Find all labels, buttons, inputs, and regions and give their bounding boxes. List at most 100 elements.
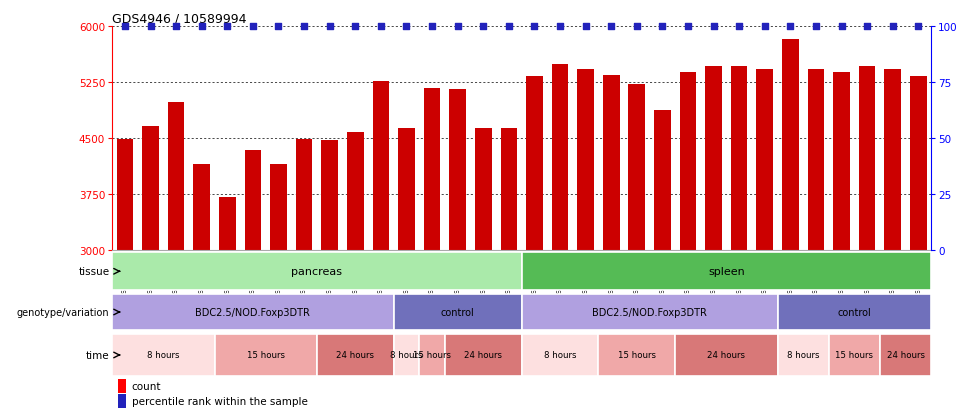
Point [859,24,875,30]
Text: BDC2.5/NOD.Foxp3DTR: BDC2.5/NOD.Foxp3DTR [195,307,310,317]
Bar [449,90,466,251]
Text: percentile rank within the sample: percentile rank within the sample [132,396,308,406]
Bar [778,294,931,330]
Point [117,24,133,30]
Bar [552,65,568,251]
Bar [522,294,778,330]
Bar [219,197,236,251]
Point [449,24,465,30]
Text: 24 hours: 24 hours [886,351,924,360]
Text: time: time [86,350,109,360]
Bar [859,66,876,251]
Point [681,24,696,30]
Point [271,24,287,30]
Point [578,24,594,30]
Point [757,24,772,30]
Text: tissue: tissue [78,267,109,277]
Text: GDS4946 / 10589994: GDS4946 / 10589994 [112,13,247,26]
Text: count: count [132,381,161,391]
Point [808,24,824,30]
Text: 8 hours: 8 hours [787,351,819,360]
Bar [879,334,931,376]
Bar [577,69,594,251]
Point [501,24,517,30]
Bar [522,252,931,291]
Text: pancreas: pancreas [292,267,342,277]
Point [219,24,235,30]
Bar [295,140,312,251]
Point [911,24,926,30]
Bar [782,40,799,251]
Text: BDC2.5/NOD.Foxp3DTR: BDC2.5/NOD.Foxp3DTR [592,307,707,317]
Bar [731,66,748,251]
Bar [654,111,671,251]
Point [347,24,363,30]
Text: 8 hours: 8 hours [147,351,179,360]
Bar [526,77,543,251]
Text: 15 hours: 15 hours [618,351,656,360]
Point [296,24,312,30]
Bar [270,164,287,251]
Bar [680,73,696,251]
Text: 15 hours: 15 hours [247,351,285,360]
Text: 8 hours: 8 hours [544,351,576,360]
Bar [394,294,522,330]
Bar [112,252,522,291]
Point [169,24,184,30]
Bar [603,76,619,251]
Bar [118,379,126,393]
Bar [834,72,850,251]
Text: 15 hours: 15 hours [836,351,874,360]
Bar [522,334,599,376]
Bar [193,165,210,251]
Bar [629,85,645,251]
Bar [705,67,722,251]
Bar [347,133,364,251]
Bar [322,140,338,251]
Text: 15 hours: 15 hours [413,351,451,360]
Point [322,24,337,30]
Text: control: control [441,307,475,317]
Bar [168,103,184,251]
Bar [829,334,879,376]
Text: 24 hours: 24 hours [464,351,502,360]
Text: genotype/variation: genotype/variation [17,307,109,317]
Point [629,24,644,30]
Bar [757,70,773,251]
Bar [500,128,517,251]
Bar [142,127,159,251]
Bar [910,77,926,251]
Point [706,24,722,30]
Text: control: control [838,307,872,317]
Bar [445,334,522,376]
Point [834,24,849,30]
Text: spleen: spleen [708,267,745,277]
Bar [112,294,394,330]
Bar [112,334,214,376]
Bar [398,128,414,251]
Bar [394,334,419,376]
Bar [884,69,901,251]
Bar [424,89,441,251]
Point [245,24,260,30]
Text: 24 hours: 24 hours [336,351,374,360]
Bar [317,334,394,376]
Point [424,24,440,30]
Bar [599,334,675,376]
Point [654,24,670,30]
Point [783,24,799,30]
Bar [419,334,445,376]
Point [552,24,567,30]
Bar [778,334,829,376]
Point [885,24,901,30]
Bar [675,334,778,376]
Point [142,24,158,30]
Text: 8 hours: 8 hours [390,351,423,360]
Bar [475,129,491,251]
Point [373,24,389,30]
Point [476,24,491,30]
Point [731,24,747,30]
Point [526,24,542,30]
Point [399,24,414,30]
Bar [245,151,261,251]
